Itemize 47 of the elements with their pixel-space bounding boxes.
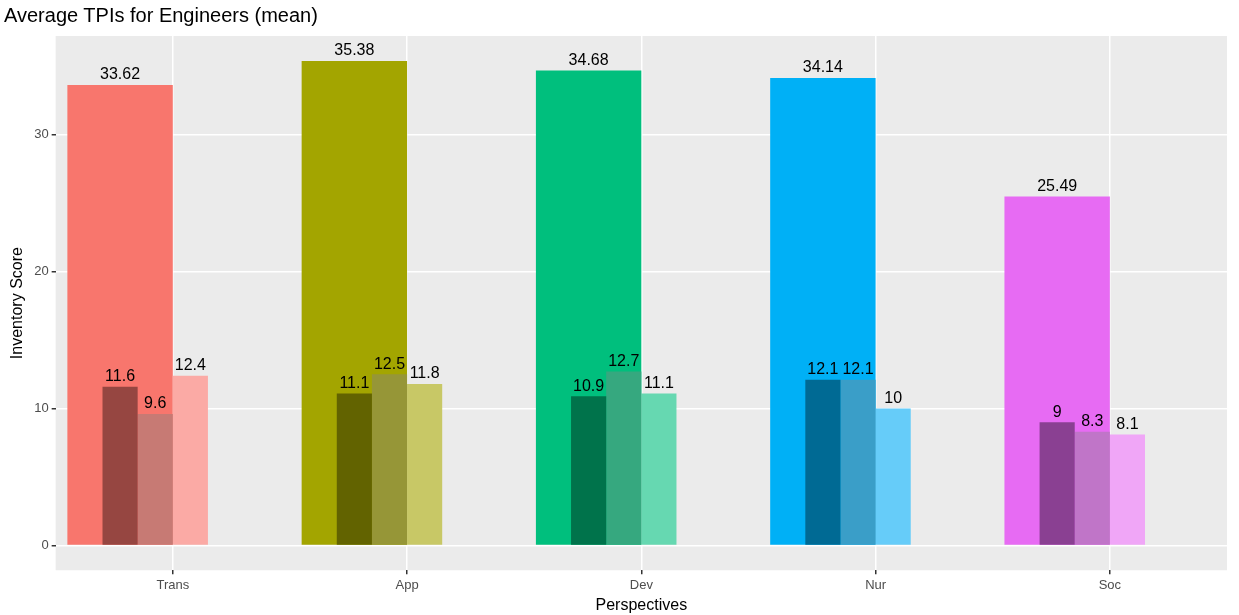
bar [805, 379, 841, 545]
y-tick-label: 20 [34, 263, 49, 279]
bar [1109, 434, 1146, 545]
data-label: 10 [884, 388, 903, 406]
bar [336, 393, 372, 545]
data-label: 9.6 [144, 394, 167, 412]
data-label: 34.68 [568, 50, 609, 68]
y-axis-title: Inventory Score [8, 246, 26, 360]
data-label: 11.8 [409, 364, 440, 382]
bar [371, 374, 408, 545]
chart-title: Average TPIs for Engineers (mean) [4, 3, 318, 26]
bar [606, 371, 642, 545]
x-axis-title: Perspectives [595, 595, 688, 613]
y-tick-label: 30 [34, 126, 49, 142]
x-tick-label: Dev [629, 576, 654, 592]
data-label: 10.9 [573, 376, 605, 394]
data-label: 8.3 [1081, 412, 1104, 430]
data-label: 12.4 [174, 356, 207, 374]
bar [1039, 422, 1075, 545]
data-label: 11.1 [643, 373, 674, 391]
data-label: 9 [1052, 402, 1062, 420]
x-tick-label: Soc [1098, 576, 1122, 592]
data-label: 12.1 [807, 360, 839, 378]
bar [641, 393, 677, 545]
bar [137, 414, 173, 545]
bar [1074, 431, 1110, 545]
bar [840, 379, 876, 545]
data-label: 35.38 [334, 41, 375, 59]
bar [172, 375, 208, 545]
bar [571, 396, 607, 545]
x-tick-label: Nur [865, 576, 887, 592]
x-tick-label: App [395, 576, 419, 592]
data-label: 33.62 [100, 65, 141, 83]
data-label: 25.49 [1037, 176, 1078, 194]
data-label: 8.1 [1116, 415, 1139, 432]
y-tick-label: 0 [41, 537, 49, 553]
data-label: 34.14 [802, 58, 843, 76]
data-label: 12.5 [373, 354, 406, 372]
data-label: 11.1 [339, 373, 370, 391]
bar [102, 386, 138, 545]
y-tick-label: 10 [34, 400, 49, 416]
bar [407, 383, 443, 545]
x-tick-label: Trans [156, 576, 190, 592]
data-label: 12.7 [608, 351, 640, 369]
data-label: 11.6 [105, 367, 136, 385]
data-label: 12.1 [842, 360, 874, 378]
bar [875, 408, 911, 545]
